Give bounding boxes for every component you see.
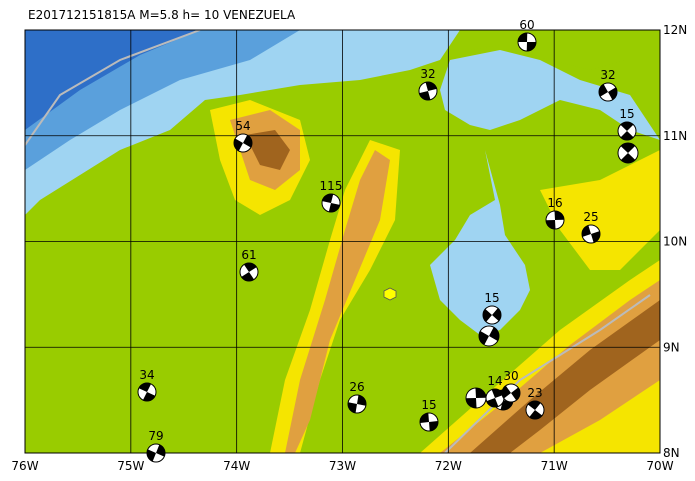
event-depth-label: 15 xyxy=(484,291,499,305)
event-depth-label: 32 xyxy=(600,68,615,82)
x-axis-label: 74W xyxy=(223,459,250,473)
event-depth-label: 16 xyxy=(547,196,562,210)
epicenter xyxy=(383,287,397,301)
beachball-quadrant xyxy=(479,327,499,345)
beachball-quadrant xyxy=(502,385,520,401)
beachball-quadrant xyxy=(518,33,536,51)
event-depth-label: 26 xyxy=(349,380,364,394)
beachball-quadrant xyxy=(420,413,439,431)
beachball-quadrant xyxy=(582,225,600,243)
map-frame xyxy=(24,29,661,454)
event-depth-label: 25 xyxy=(583,210,598,224)
x-axis-label: 70W xyxy=(646,459,673,473)
x-axis-label: 75W xyxy=(117,459,144,473)
beachball-quadrant xyxy=(546,210,564,229)
y-axis-label: 12N xyxy=(663,23,687,37)
beachball-quadrant xyxy=(419,82,437,100)
event-depth-label: 61 xyxy=(241,248,256,262)
beachball-quadrant xyxy=(599,84,617,100)
beachball-quadrant xyxy=(322,194,340,212)
x-axis-label: 71W xyxy=(541,459,568,473)
beachball-quadrant xyxy=(347,395,366,413)
x-axis-label: 76W xyxy=(11,459,38,473)
x-axis-label: 72W xyxy=(435,459,462,473)
event-depth-label: 32 xyxy=(420,67,435,81)
beachball-quadrant xyxy=(234,135,253,151)
event-depth-label: 23 xyxy=(527,386,542,400)
event-depth-label: 79 xyxy=(148,429,163,443)
beachball-quadrant xyxy=(483,308,501,322)
y-axis-label: 10N xyxy=(663,235,687,249)
event-depth-label: 34 xyxy=(139,368,154,382)
y-axis-label: 8N xyxy=(663,446,680,460)
y-axis-label: 11N xyxy=(663,129,687,143)
event-depth-label: 15 xyxy=(421,398,436,412)
beachball-quadrant xyxy=(146,444,165,462)
beachball-quadrant xyxy=(620,143,636,163)
beachball-quadrant xyxy=(527,400,543,419)
event-depth-label: 14 xyxy=(487,374,502,388)
beachball-quadrant xyxy=(620,121,634,141)
beachball-quadrant xyxy=(486,389,504,407)
y-axis-label: 9N xyxy=(663,340,680,354)
beachball-quadrant xyxy=(241,263,257,282)
events: 60 32 32 15 54 115 16 25 61 15 34 26 15 14 30 23 79 xyxy=(137,18,639,463)
event-depth-label: 60 xyxy=(519,18,534,32)
beachball-quadrant xyxy=(138,383,156,401)
event-depth-label: 30 xyxy=(503,369,518,383)
map-title: E201712151815A M=5.8 h= 10 VENEZUELA xyxy=(28,8,296,22)
grid xyxy=(25,30,660,453)
event-depth-label: 15 xyxy=(619,107,634,121)
event-depth-label: 54 xyxy=(235,119,250,133)
beachball-quadrant xyxy=(466,388,486,408)
x-axis-label: 73W xyxy=(329,459,356,473)
event-depth-label: 115 xyxy=(320,179,343,193)
